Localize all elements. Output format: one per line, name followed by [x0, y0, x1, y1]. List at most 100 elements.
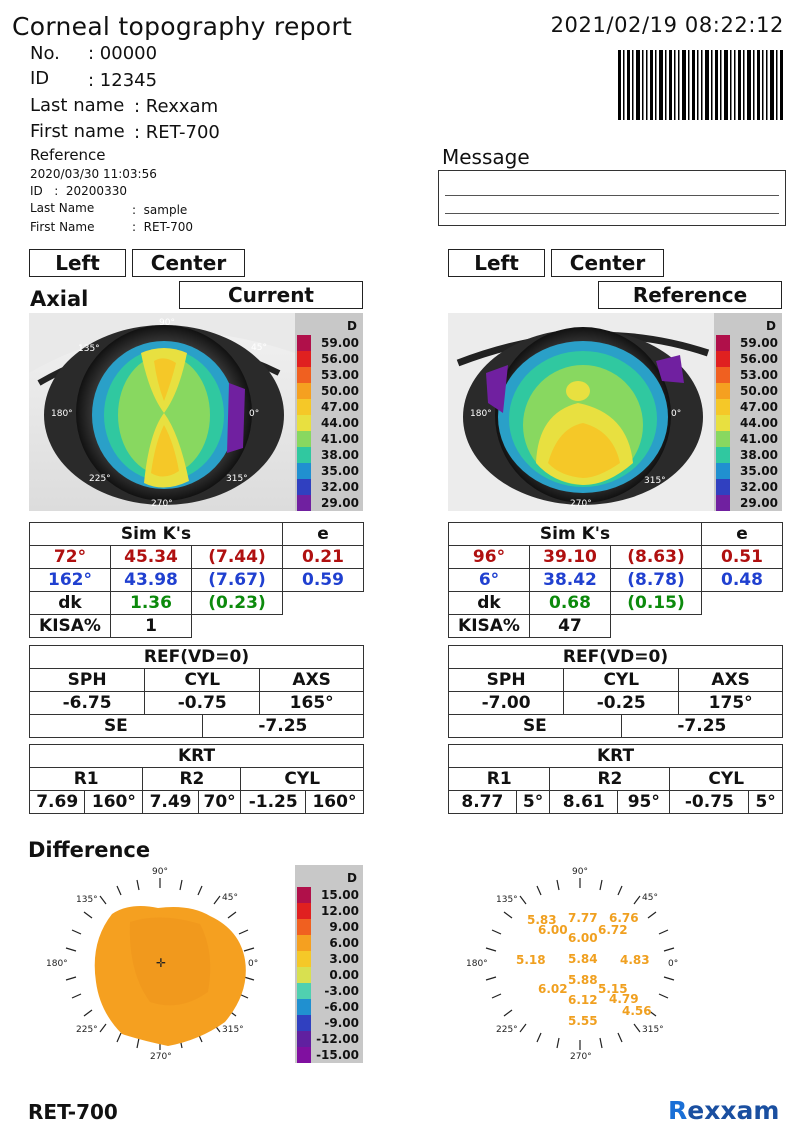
reference-angle-labels: 180° 0° 315° 270° [470, 409, 681, 509]
reference-first-name-label: First Name [30, 220, 95, 234]
simk-r-1: (8.63) [610, 545, 702, 569]
diff-swatch-8 [297, 1015, 311, 1031]
diff-label-10: -15.00 [316, 1048, 359, 1062]
current-topography [92, 341, 245, 489]
angle-45: 45° [222, 893, 238, 903]
angle-45: 45° [642, 893, 658, 903]
diff-value-13: 4.79 [609, 992, 639, 1006]
brand-logo-rest: exxam [687, 1096, 780, 1125]
r2-value: 8.61 [549, 790, 619, 814]
diff-value-9: 5.88 [568, 973, 598, 987]
simk-r-2: (7.67) [191, 568, 283, 592]
ref-scale-swatch-7 [716, 447, 730, 463]
r2-axis: 70° [197, 790, 242, 814]
r1-label: R1 [28, 767, 144, 791]
footer-model: RET-700 [28, 1100, 118, 1124]
r1-axis: 5° [515, 790, 551, 814]
diff-swatch-4 [297, 951, 311, 967]
simk-k-2: 38.42 [529, 568, 611, 592]
upper-lid [29, 313, 295, 373]
patient-id-value: : 12345 [88, 70, 158, 91]
diff-value-5: 6.72 [598, 923, 628, 937]
current-eye-label: Left [29, 249, 126, 277]
angle-0: 0° [248, 959, 258, 969]
diff-label-0: 15.00 [321, 888, 359, 902]
diff-label-3: 6.00 [329, 936, 359, 950]
angle-90: 90° [152, 867, 168, 877]
diff-swatch-0 [297, 887, 311, 903]
diff-label-6: -3.00 [324, 984, 359, 998]
krt-cyl-value: -0.75 [669, 790, 750, 814]
diff-scale-unit: D [347, 871, 357, 885]
angle-90: 90° [159, 318, 175, 328]
simk-e-1: 0.21 [282, 545, 364, 569]
ref-scale-swatch-2 [716, 367, 730, 383]
scale-label-8: 35.00 [321, 464, 359, 478]
se-label: SE [448, 714, 622, 738]
ref-scale-swatch-1 [716, 351, 730, 367]
diff-value-2: 6.76 [609, 911, 639, 925]
current-position-label: Center [132, 249, 245, 277]
diff-value-6: 5.18 [516, 953, 546, 967]
brand-logo: Rexxam [668, 1096, 779, 1125]
patient-no-value: : 00000 [88, 43, 158, 64]
angle-180: 180° [51, 409, 73, 419]
simk-header: Sim K's [29, 522, 283, 546]
reference-ref-table: REF(VD=0) SPH CYL AXS -7.00 -0.25 175° S… [447, 645, 784, 738]
angle-315: 315° [226, 474, 248, 484]
angle-315: 315° [644, 476, 666, 486]
se-label: SE [29, 714, 203, 738]
angle-180: 180° [46, 959, 68, 969]
scale-swatch-6 [297, 431, 311, 447]
scale-swatch-2 [297, 367, 311, 383]
ref-scale-label-4: 47.00 [740, 400, 778, 414]
dk-label: dk [448, 591, 530, 615]
scale-swatch-3 [297, 383, 311, 399]
difference-values: 5.83 7.77 6.76 6.00 6.00 6.72 5.18 5.84 … [516, 911, 652, 1028]
barcode-bars [618, 50, 783, 120]
ref-scale-swatch-10 [716, 495, 730, 511]
angle-315: 315° [222, 1025, 244, 1035]
difference-ticks [65, 878, 255, 1050]
diff-swatch-5 [297, 967, 311, 983]
ref-scale-label-8: 35.00 [740, 464, 778, 478]
simk-axis-2: 6° [448, 568, 530, 592]
axial-title: Axial [30, 287, 89, 311]
reference-first-name-value: : RET-700 [132, 220, 194, 234]
patient-id-label: ID [30, 68, 50, 89]
simk-header: Sim K's [448, 522, 702, 546]
difference-scale: D 15.00 12.00 9.00 6.00 3.00 0.00 -3.00 … [295, 865, 363, 1063]
angle-225: 225° [89, 474, 111, 484]
message-line-2 [445, 213, 779, 214]
diff-swatch-2 [297, 919, 311, 935]
current-krt-table: KRT R1 R2 CYL 7.69 160° 7.49 70° -1.25 1… [28, 744, 365, 814]
scale-label-0: 59.00 [321, 336, 359, 350]
reference-last-name-label: Last Name [30, 201, 95, 215]
krt-cyl-axis: 160° [304, 790, 365, 814]
reference-id: ID : 20200330 [30, 184, 127, 198]
report-title: Corneal topography report [12, 12, 353, 41]
ref-scale-swatch-3 [716, 383, 730, 399]
ref-scale-label-6: 41.00 [740, 432, 778, 446]
diff-value-12: 6.12 [568, 993, 598, 1007]
diff-swatch-1 [297, 903, 311, 919]
diff-value-11: 5.15 [598, 982, 628, 996]
krt-header: KRT [448, 744, 783, 768]
diff-swatch-6 [297, 983, 311, 999]
angle-135: 135° [78, 344, 100, 354]
diff-swatch-3 [297, 935, 311, 951]
scale-swatch-5 [297, 415, 311, 431]
scale-swatch-9 [297, 479, 311, 495]
scale-label-9: 32.00 [321, 480, 359, 494]
sph-value: -7.00 [447, 691, 565, 715]
simk-axis-2: 162° [29, 568, 111, 592]
kisa-value: 1 [110, 614, 192, 638]
ref-scale-swatch-0 [716, 335, 730, 351]
e-header: e [701, 522, 783, 546]
brand-logo-r: R [668, 1096, 688, 1125]
ref-scale-label-2: 53.00 [740, 368, 778, 382]
ref-scale-label-9: 32.00 [740, 480, 778, 494]
axs-value: 175° [678, 691, 783, 715]
krt-cyl-label: CYL [669, 767, 783, 791]
reference-topography [486, 341, 684, 493]
